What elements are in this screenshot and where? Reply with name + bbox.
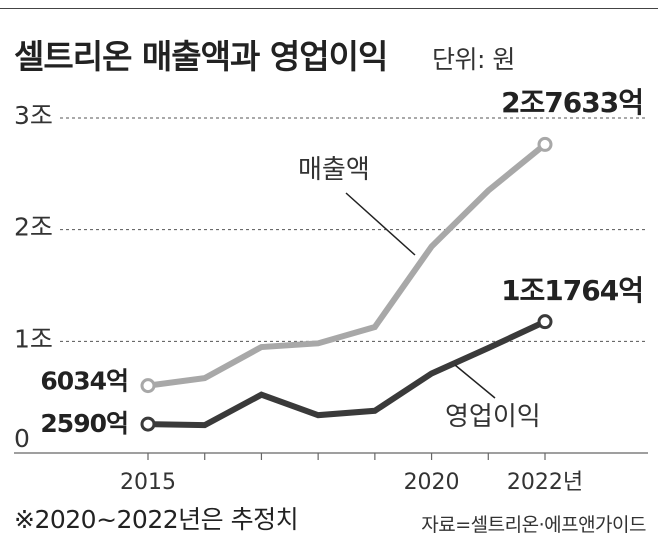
data-label: 2590억 bbox=[40, 409, 128, 438]
leader-line bbox=[345, 192, 416, 256]
x-tick-label: 2015 bbox=[120, 470, 176, 495]
data-point-marker bbox=[537, 136, 553, 152]
x-tick-label: 2022년 bbox=[507, 470, 583, 495]
y-tick-label: 1조 bbox=[14, 324, 53, 353]
series-name-label: 영업이익 bbox=[445, 402, 541, 432]
data-label: 6034억 bbox=[40, 367, 128, 396]
x-tick-label: 2020 bbox=[404, 470, 460, 495]
data-point-marker bbox=[140, 378, 156, 394]
y-tick-label: 0 bbox=[14, 424, 30, 453]
series-line bbox=[147, 142, 547, 389]
top-rule bbox=[0, 8, 658, 9]
data-label: 2조7633억 bbox=[501, 86, 643, 119]
data-point-marker bbox=[140, 416, 156, 432]
series-name-label: 매출액 bbox=[298, 155, 370, 185]
footnote: ※2020~2022년은 추정치 bbox=[14, 505, 299, 534]
data-point-marker bbox=[537, 314, 553, 330]
leader-line bbox=[454, 364, 496, 399]
source-note: 자료=셀트리온·에프앤가이드 bbox=[421, 514, 646, 536]
y-tick-label: 3조 bbox=[14, 101, 53, 130]
series-line bbox=[147, 318, 547, 429]
data-label: 1조1764억 bbox=[501, 274, 643, 307]
y-tick-label: 2조 bbox=[14, 213, 53, 242]
chart-title: 셀트리온 매출액과 영업이익 bbox=[14, 37, 388, 76]
unit-label: 단위: 원 bbox=[432, 45, 515, 74]
